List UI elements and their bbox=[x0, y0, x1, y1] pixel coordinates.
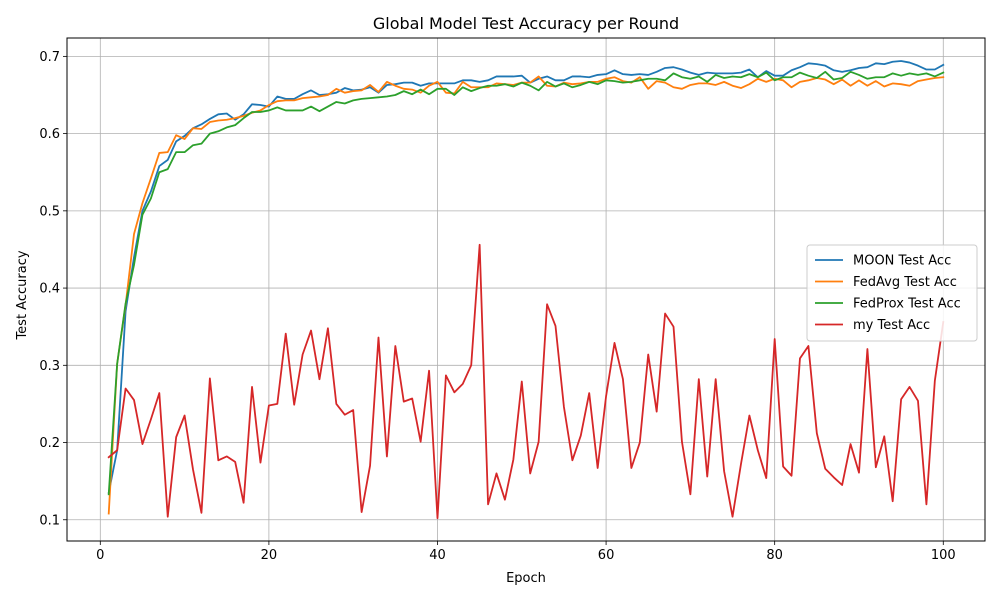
series-lines bbox=[107, 60, 945, 520]
y-tick-label: 0.7 bbox=[39, 50, 60, 65]
axis-ticks: 0 20 40 60 80 100 0.1 0.2 0.3 0.4 0.5 0.6 0.7 bbox=[39, 50, 955, 563]
legend-label: FedAvg Test Acc bbox=[853, 275, 957, 290]
plot-frame bbox=[66, 37, 986, 542]
legend-label: MOON Test Acc bbox=[853, 254, 951, 269]
y-tick-label: 0.6 bbox=[39, 127, 60, 142]
legend: MOON Test Acc FedAvg Test Acc FedProx Test… bbox=[806, 244, 978, 342]
y-tick-label: 0.1 bbox=[39, 513, 60, 528]
y-axis-label: Test Accuracy bbox=[15, 250, 30, 340]
legend-label: my Test Acc bbox=[853, 318, 930, 333]
legend-box bbox=[806, 244, 978, 342]
series-line-fedprox-test-acc bbox=[107, 70, 945, 496]
y-tick-label: 0.5 bbox=[39, 204, 60, 219]
x-tick-label: 40 bbox=[429, 548, 446, 563]
chart-title: Global Model Test Accuracy per Round bbox=[373, 14, 679, 33]
x-tick-label: 100 bbox=[931, 548, 956, 563]
x-tick-label: 20 bbox=[261, 548, 278, 563]
x-tick-label: 60 bbox=[598, 548, 615, 563]
x-tick-label: 80 bbox=[766, 548, 783, 563]
x-axis-label: Epoch bbox=[506, 571, 546, 586]
y-tick-label: 0.3 bbox=[39, 359, 60, 374]
series-line-my-test-acc bbox=[107, 243, 945, 520]
y-tick-label: 0.4 bbox=[39, 282, 60, 297]
series-line-moon-test-acc bbox=[107, 60, 945, 494]
legend-label: FedProx Test Acc bbox=[853, 297, 961, 312]
x-tick-label: 0 bbox=[96, 548, 104, 563]
y-tick-label: 0.2 bbox=[39, 436, 60, 451]
